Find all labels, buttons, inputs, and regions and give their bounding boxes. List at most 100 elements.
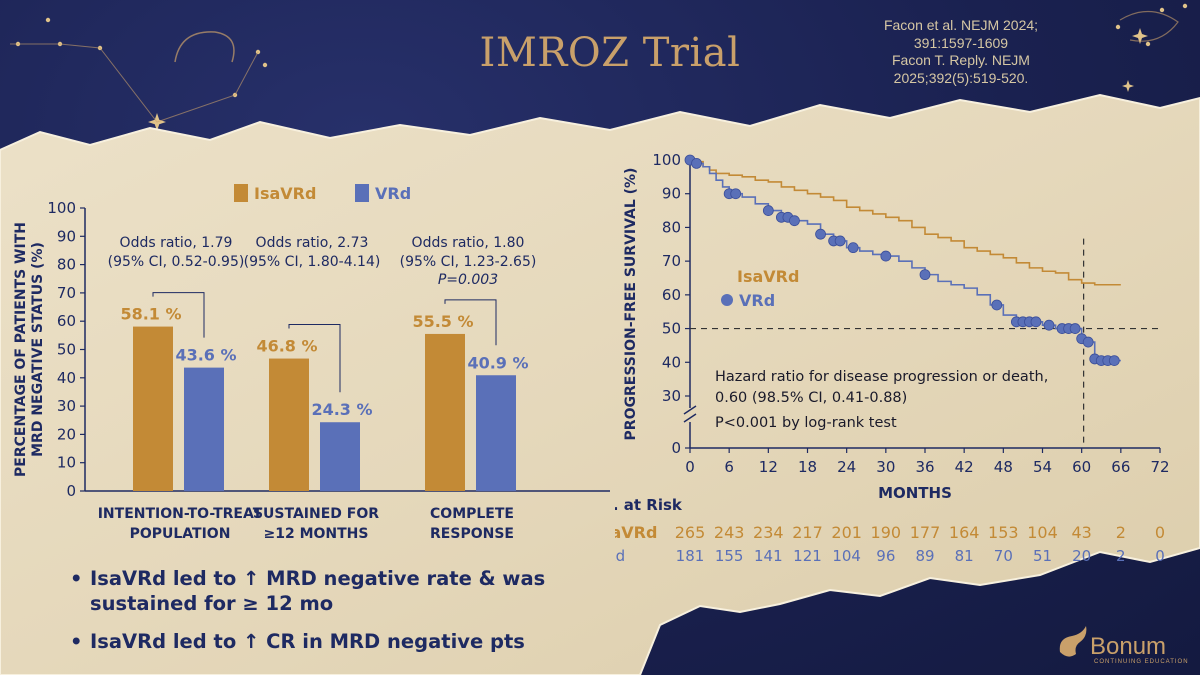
risk-table-cell: 181 <box>676 547 705 565</box>
star-icon <box>1182 3 1188 9</box>
y-tick-label: 40 <box>662 353 681 371</box>
risk-table-cell: 201 <box>831 523 862 542</box>
risk-table-cell: 141 <box>754 547 783 565</box>
y-tick-label: 0 <box>671 439 681 457</box>
y-tick-label: 30 <box>662 387 681 405</box>
censor-marker <box>730 188 742 200</box>
y-tick-label: 80 <box>57 256 76 274</box>
category-label: COMPLETE <box>430 506 514 522</box>
star-icon <box>45 17 51 23</box>
risk-table-cell: 89 <box>915 547 934 565</box>
logo-name: Bonum <box>1090 633 1167 660</box>
y-tick-label: 50 <box>57 341 76 359</box>
y-tick-label: 30 <box>57 397 76 415</box>
y-tick-label: 90 <box>57 227 76 245</box>
survival-curve <box>690 159 1121 362</box>
censor-marker <box>919 269 931 281</box>
y-tick-label: 20 <box>57 425 76 443</box>
bullet-item: IsaVRd led to ↑ CR in MRD negative pts <box>66 629 626 654</box>
x-tick-label: 36 <box>915 458 934 476</box>
odds-ratio-annotation: (95% CI, 1.23-2.65) <box>400 254 537 270</box>
risk-table-cell: 164 <box>949 523 980 542</box>
hazard-ratio-annotation: 0.60 (98.5% CI, 0.41-0.88) <box>715 390 907 406</box>
y-tick-label: 80 <box>662 218 681 236</box>
y-tick-label: 60 <box>662 286 681 304</box>
bar-value-label: 58.1 % <box>120 305 181 324</box>
x-axis-label: MONTHS <box>878 484 952 502</box>
y-tick-label: 40 <box>57 369 76 387</box>
y-tick-label: 90 <box>662 185 681 203</box>
x-tick-label: 24 <box>837 458 856 476</box>
legend-marker <box>723 270 729 282</box>
x-tick-label: 72 <box>1150 458 1169 476</box>
category-label: RESPONSE <box>430 526 514 542</box>
censor-marker <box>762 205 774 216</box>
references: Facon et al. NEJM 2024; 391:1597-1609 Fa… <box>846 17 1076 87</box>
risk-table-cell: 0 <box>1155 523 1165 542</box>
y-tick-label: 60 <box>57 312 76 330</box>
x-tick-label: 66 <box>1111 458 1130 476</box>
x-tick-label: 60 <box>1072 458 1091 476</box>
y-tick-label: 70 <box>662 252 681 270</box>
risk-table-cell: 153 <box>988 523 1019 542</box>
y-tick-label: 10 <box>57 454 76 472</box>
constellation-line <box>10 43 259 123</box>
axis-break-mark <box>683 413 697 423</box>
y-axis-label: PROGRESSION-FREE SURVIVAL (%) <box>623 168 639 441</box>
y-tick-label: 0 <box>66 482 76 500</box>
risk-table-cell: 104 <box>1027 523 1058 542</box>
risk-table-cell: 51 <box>1033 547 1052 565</box>
risk-table-cell: 265 <box>675 523 706 542</box>
category-label: ≥12 MONTHS <box>264 526 369 542</box>
censor-marker <box>991 299 1003 311</box>
y-axis-label-line: MRD NEGATIVE STATUS (%) <box>30 242 46 457</box>
x-tick-label: 0 <box>685 458 695 476</box>
category-label: SUSTAINED FOR <box>253 506 379 522</box>
censor-marker <box>789 215 800 227</box>
x-tick-label: 30 <box>876 458 895 476</box>
y-tick-label: 70 <box>57 284 76 302</box>
odds-ratio-annotation: (95% CI, 1.80-4.14) <box>244 254 381 270</box>
bar <box>320 422 360 491</box>
reference-line: Facon et al. NEJM 2024; <box>883 17 1039 33</box>
risk-table-cell: 43 <box>1071 523 1091 542</box>
x-tick-label: 18 <box>798 458 817 476</box>
odds-ratio-bracket <box>444 299 497 346</box>
risk-table-title: No. at Risk <box>615 496 683 514</box>
risk-table-cell: 243 <box>714 523 745 542</box>
reference-line: Facon T. Reply. NEJM <box>892 52 1030 68</box>
bullet-item: IsaVRd led to ↑ MRD negative rate & was … <box>66 566 626 616</box>
bar <box>133 326 173 491</box>
risk-table-cell: 2 <box>1116 547 1126 565</box>
y-axis-label: PERCENTAGE OF PATIENTS WITHMRD NEGATIVE … <box>13 222 46 477</box>
censor-marker <box>1030 316 1042 328</box>
ram-horn-icon <box>174 31 235 63</box>
star-icon <box>1145 41 1151 47</box>
censor-marker <box>1082 336 1094 348</box>
reference-line: 391:1597-1609 <box>913 34 1009 51</box>
star-icon <box>1115 24 1121 30</box>
censor-marker <box>834 235 846 247</box>
bar <box>269 358 309 491</box>
x-tick-label: 12 <box>759 458 778 476</box>
risk-table-cell: 20 <box>1072 547 1091 565</box>
y-tick-label: 50 <box>662 320 681 338</box>
odds-ratio-annotation: (95% CI, 0.52-0.95) <box>108 254 245 270</box>
y-tick-label: 100 <box>652 151 681 169</box>
star-icon <box>262 62 268 68</box>
legend-swatch <box>355 184 369 202</box>
bar-value-label: 43.6 % <box>175 346 236 365</box>
risk-table-cell: 2 <box>1116 523 1126 542</box>
risk-table-cell: 177 <box>910 523 941 542</box>
x-tick-label: 6 <box>724 458 734 476</box>
odds-ratio-annotation: P=0.003 <box>438 272 498 288</box>
bar-value-label: 55.5 % <box>412 312 473 331</box>
key-takeaways: IsaVRd led to ↑ MRD negative rate & was … <box>66 566 626 667</box>
legend-label: VRd <box>375 184 411 203</box>
category-label: POPULATION <box>130 526 231 542</box>
hazard-ratio-annotation: P<0.001 by log-rank test <box>715 415 897 431</box>
censor-marker <box>815 228 826 240</box>
